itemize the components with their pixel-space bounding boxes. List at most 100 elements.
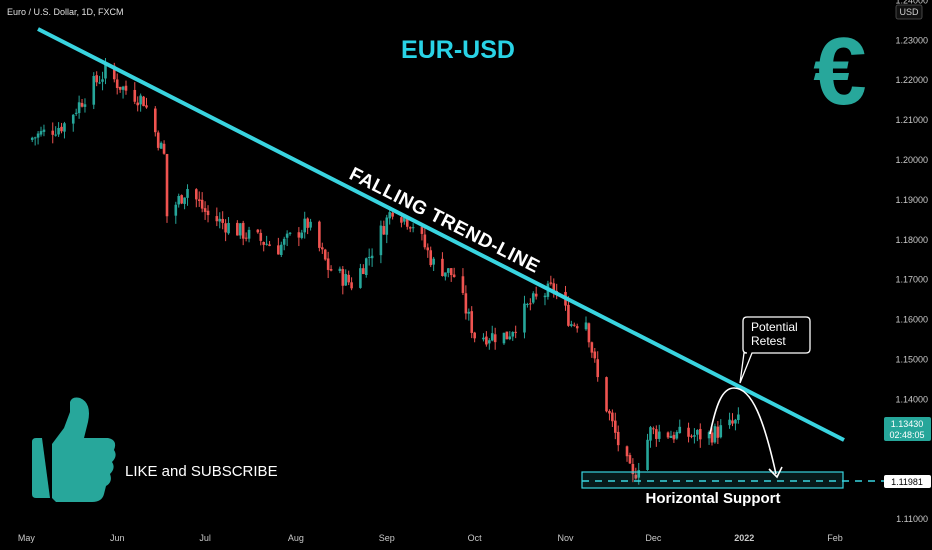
retest-arrow-path — [709, 387, 777, 475]
candle-body — [265, 243, 268, 245]
candle-bullish — [288, 232, 292, 236]
candle-bearish — [136, 96, 140, 112]
candle-body — [403, 216, 406, 222]
candle-bullish — [508, 331, 512, 341]
candle-body — [693, 435, 696, 437]
candle-bearish — [221, 211, 224, 230]
symbol-info[interactable]: Euro / U.S. Dollar, 1D, FXCM — [7, 7, 124, 17]
candle-body — [405, 217, 409, 227]
candle-bearish — [628, 452, 632, 464]
candle-body — [183, 197, 186, 204]
candle-bearish — [329, 265, 333, 272]
candle-bearish — [464, 285, 468, 320]
candle-bullish — [367, 248, 371, 266]
candle-body — [33, 137, 37, 139]
candle-bearish — [165, 153, 169, 223]
candle-bearish — [259, 229, 263, 246]
price-tick-label: 1.17000 — [895, 275, 928, 285]
candle-body — [244, 237, 248, 239]
candle-bullish — [523, 295, 526, 339]
candle-body — [186, 189, 189, 198]
candle-body — [309, 221, 312, 228]
candle-bearish — [362, 264, 365, 275]
candle-body — [174, 204, 178, 216]
candle-bearish — [118, 86, 122, 93]
candle-body — [63, 123, 66, 132]
candle-body — [596, 359, 600, 378]
candle-body — [687, 427, 690, 437]
candle-body — [666, 432, 670, 438]
candle-bearish — [605, 376, 608, 413]
candle-body — [511, 332, 515, 337]
candle-bearish — [716, 421, 720, 445]
candle-bearish — [215, 207, 219, 227]
time-axis[interactable]: May Jun Jul Aug Sep Oct Nov Dec 2022 Feb — [18, 533, 843, 543]
candle-bullish — [543, 292, 547, 306]
candle-bearish — [156, 130, 160, 151]
candle-bearish — [115, 73, 119, 95]
candle-body — [36, 133, 40, 138]
candle-bearish — [731, 413, 734, 427]
candle-body — [400, 217, 403, 223]
candle-body — [508, 336, 512, 340]
price-tick-label: 1.20000 — [895, 155, 928, 165]
arrowhead-icon — [768, 466, 783, 479]
candle-body — [423, 234, 427, 248]
candle-bullish — [33, 136, 37, 146]
candle-bearish — [652, 426, 655, 435]
cta-text[interactable]: LIKE and SUBSCRIBE — [125, 463, 278, 480]
candle-body — [200, 199, 204, 209]
euro-icon: € — [813, 18, 866, 125]
candle-body — [488, 340, 491, 344]
currency-label: USD — [899, 7, 919, 17]
candle-bullish — [285, 230, 289, 247]
support-zone[interactable] — [581, 471, 844, 489]
price-tick-label: 1.16000 — [895, 315, 928, 325]
candle-body — [672, 434, 676, 440]
price-tick-label: 1.18000 — [895, 235, 928, 245]
candle-body — [197, 199, 201, 201]
candle-body — [713, 426, 717, 443]
candle-body — [139, 95, 142, 105]
candle-bearish — [572, 322, 576, 327]
candle-bullish — [444, 272, 447, 281]
candle-body — [221, 218, 224, 223]
candle-body — [529, 303, 532, 305]
candle-body — [707, 432, 711, 439]
candle-bearish — [224, 219, 227, 242]
candle-bearish — [203, 201, 207, 220]
candle-bullish — [696, 429, 699, 442]
candle-body — [277, 245, 280, 255]
time-axis-label: Jul — [199, 533, 211, 543]
candle-body — [227, 222, 230, 234]
candle-body — [552, 283, 556, 291]
candle-body — [382, 226, 386, 235]
candle-bullish — [359, 263, 362, 289]
candle-bullish — [511, 331, 515, 341]
candle-body — [57, 127, 60, 135]
candle-body — [279, 244, 283, 256]
candle-body — [54, 134, 57, 136]
candle-bearish — [596, 351, 600, 382]
time-axis-label: May — [18, 533, 36, 543]
candle-body — [60, 126, 63, 132]
candle-bullish — [42, 124, 46, 137]
time-axis-label: Feb — [827, 533, 843, 543]
candle-body — [303, 218, 307, 233]
candle-body — [526, 303, 529, 305]
time-axis-label: Dec — [645, 533, 662, 543]
price-axis[interactable]: 1.24000 1.23000 1.22000 1.21000 1.20000 1.190… — [895, 0, 928, 524]
candle-bullish — [649, 425, 652, 448]
candle-body — [408, 227, 412, 229]
candle-bullish — [36, 131, 40, 145]
candle-body — [719, 425, 723, 438]
candle-body — [572, 324, 576, 326]
candle-bullish — [467, 308, 471, 321]
falling-trendline[interactable] — [37, 27, 845, 442]
candle-bearish — [51, 122, 55, 144]
candle-bearish — [449, 267, 453, 282]
candle-bearish — [634, 467, 638, 480]
candle-bearish — [672, 431, 676, 443]
candle-bearish — [473, 331, 476, 343]
candle-bearish — [277, 237, 280, 255]
